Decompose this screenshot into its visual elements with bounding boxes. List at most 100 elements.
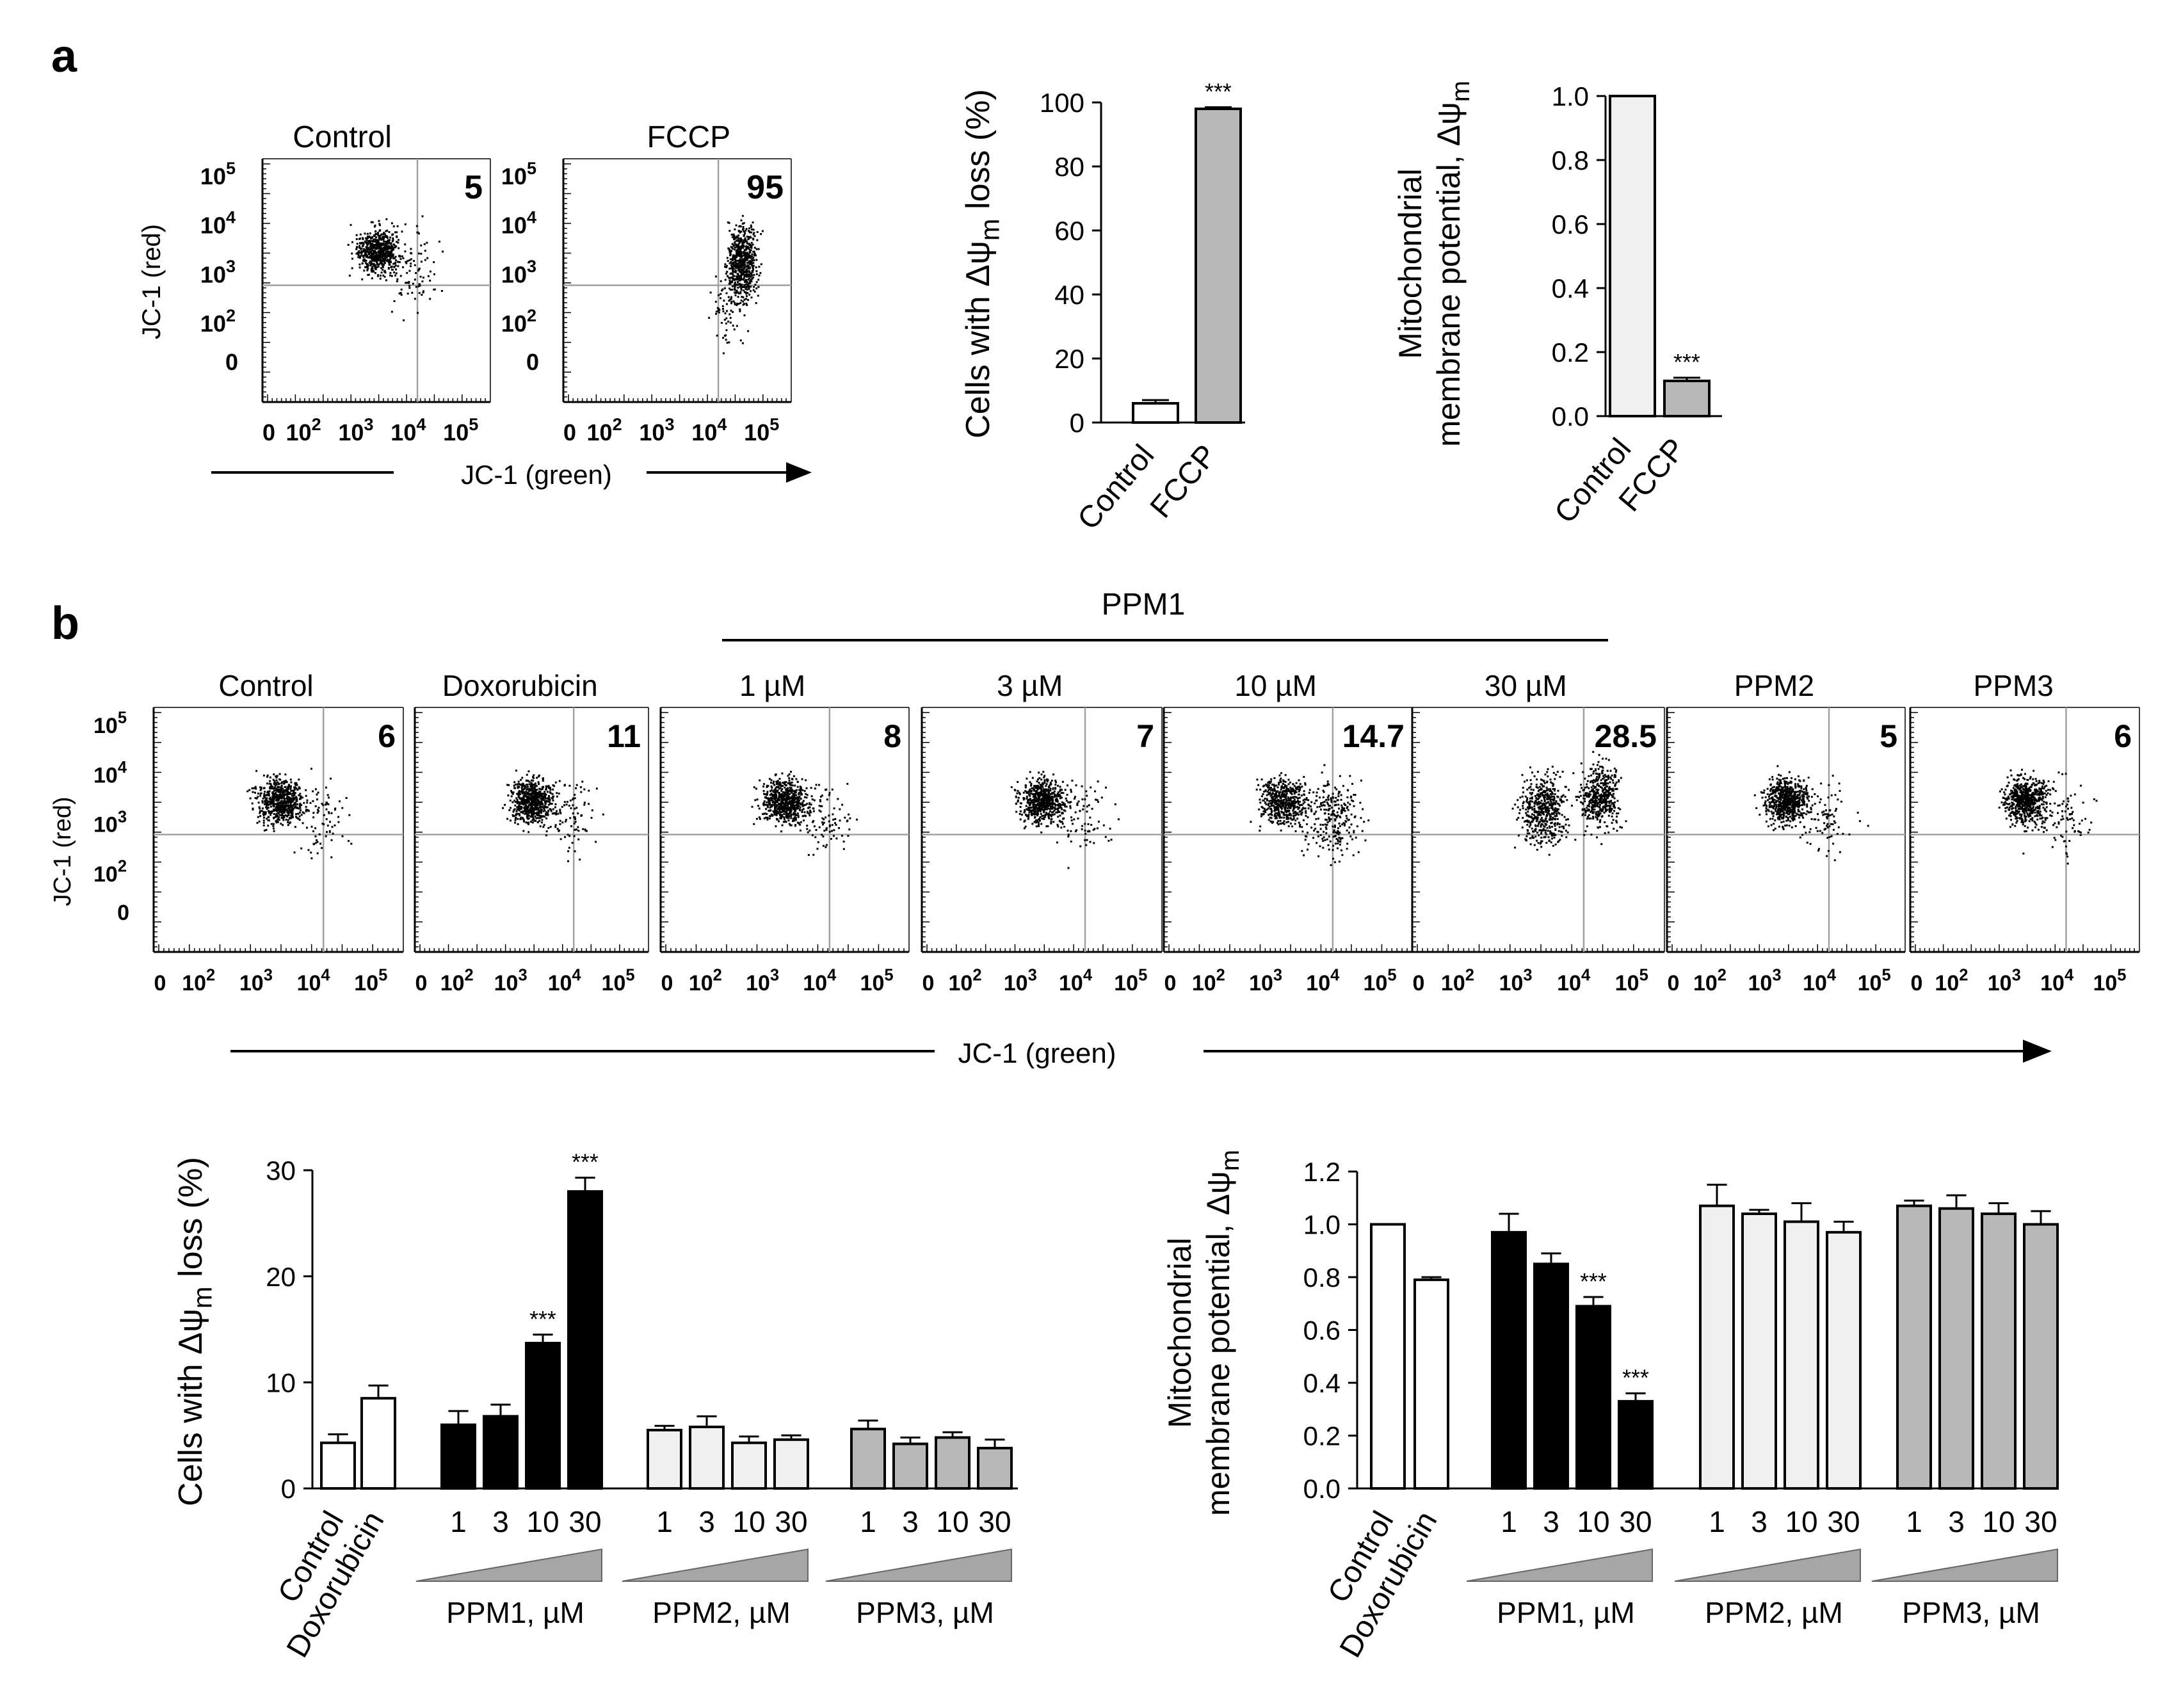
- flow-x-tick-label: 104: [1306, 967, 1340, 995]
- bar: [1981, 1213, 2017, 1490]
- flow-quadrant-value: 28.5: [1595, 718, 1657, 754]
- flow-title: PPM3: [1973, 669, 2053, 702]
- flow-title: 1 µM: [739, 669, 805, 702]
- flow-quadrant-value: 5: [464, 169, 483, 206]
- flow-x-tick-label: 0: [415, 971, 428, 995]
- concentration-label: 30: [568, 1505, 601, 1538]
- flow-x-tick-label: 104: [297, 967, 331, 995]
- y-tick-label: 0: [1070, 408, 1084, 438]
- flow-y-tick-label: 105: [501, 159, 536, 189]
- concentration-label: 3: [698, 1505, 715, 1538]
- bar: [773, 1438, 809, 1490]
- y-tick-label: 10: [266, 1367, 296, 1398]
- y-tick-label: 0.8: [1303, 1262, 1341, 1293]
- y-tick-label: 0.0: [1303, 1474, 1341, 1504]
- y-tick-label: 100: [1040, 88, 1084, 118]
- bar: [483, 1415, 519, 1490]
- concentration-label: 3: [902, 1505, 919, 1538]
- flow-quadrant-value: 14.7: [1342, 718, 1405, 754]
- significance-marker: ***: [1580, 1269, 1607, 1294]
- flow-title: 10 µM: [1234, 669, 1317, 702]
- flow-title: PPM2: [1734, 669, 1814, 702]
- significance-marker: ***: [1622, 1366, 1649, 1391]
- significance-marker: ***: [1205, 79, 1232, 105]
- significance-marker: ***: [1673, 350, 1700, 375]
- a-x-axis-label-green: JC-1 (green): [461, 460, 612, 490]
- bar: [1413, 1278, 1449, 1490]
- group-label: PPM1, µM: [1497, 1596, 1635, 1629]
- group-label: PPM3, µM: [1902, 1596, 2040, 1629]
- y-tick-label: 0.6: [1552, 209, 1589, 239]
- bar: [977, 1447, 1013, 1490]
- chart-a-loss: 0 20 40 60 80 100 ***: [1040, 79, 1245, 438]
- y-tick-label: 1.0: [1552, 81, 1589, 111]
- bar: [525, 1342, 561, 1490]
- chart-a-mmp: 0.0 0.2 0.4 0.6 0.8 1.0 ***: [1552, 81, 1722, 431]
- bar: [1533, 1262, 1569, 1490]
- bar: [1896, 1204, 1932, 1490]
- concentration-wedge: [1466, 1548, 1653, 1582]
- flow-x-tick-label: 0: [154, 971, 166, 995]
- flow-x-tick-label: 104: [391, 415, 426, 446]
- concentration-label: 3: [1543, 1505, 1559, 1538]
- y-tick-label: 60: [1054, 216, 1084, 246]
- y-tick-label: 0.2: [1552, 337, 1589, 367]
- bar: [935, 1436, 970, 1490]
- concentration-label: 30: [775, 1505, 807, 1538]
- bar: [1784, 1220, 1819, 1490]
- bar: [892, 1442, 928, 1490]
- concentration-label: 10: [1785, 1505, 1817, 1538]
- flow-events: [246, 768, 353, 860]
- y-tick-label: 30: [266, 1156, 296, 1186]
- flow-quadrant-value: 95: [746, 169, 784, 206]
- bar: [1195, 108, 1242, 424]
- y-tick-label: 1.0: [1303, 1210, 1341, 1240]
- b-mmp-y-label-line1: Mitochondrial: [1162, 1237, 1198, 1428]
- y-tick-label: 0.8: [1552, 145, 1589, 175]
- bar: [1826, 1230, 1862, 1490]
- concentration-label: 3: [1948, 1505, 1965, 1538]
- concentration-label: 1: [1906, 1505, 1922, 1538]
- concentration-label: 10: [936, 1505, 969, 1538]
- flow-title: 3 µM: [997, 669, 1063, 702]
- concentration-wedge: [415, 1548, 602, 1582]
- bar: [1663, 380, 1711, 417]
- concentration-label: 10: [1577, 1505, 1609, 1538]
- y-tick-label: 0.4: [1552, 273, 1589, 303]
- y-tick-label: 0.0: [1552, 401, 1589, 431]
- concentration-label: 3: [492, 1505, 509, 1538]
- flow-title: Control: [293, 120, 392, 154]
- flow-x-tick-label: 0: [1911, 971, 1923, 995]
- y-tick-label: 20: [1054, 344, 1084, 374]
- flow-x-tick-label: 102: [587, 415, 622, 446]
- group-label: PPM2, µM: [652, 1596, 791, 1629]
- y-tick-label: 0.4: [1303, 1368, 1341, 1398]
- a-mmp-y-label-line2: membrane potential, Δψm: [1431, 81, 1475, 447]
- concentration-label: 10: [1982, 1505, 2015, 1538]
- concentration-wedge: [1674, 1548, 1861, 1582]
- flow-quadrant-value: 6: [2114, 718, 2132, 754]
- y-tick-label: 0.6: [1303, 1316, 1341, 1346]
- flow-x-tick-label: 0: [1164, 971, 1177, 995]
- chart-b-loss: 0 10 20 30 *** ***: [266, 1150, 1018, 1504]
- flow-events: [347, 215, 444, 321]
- b-x-axis-arrowhead: [2023, 1040, 2052, 1063]
- flow-y-tick-label: 105: [200, 159, 236, 189]
- bar: [689, 1425, 725, 1490]
- concentration-label: 1: [1709, 1505, 1725, 1538]
- flow-title: Doxorubicin: [442, 669, 598, 702]
- group-label: PPM2, µM: [1705, 1596, 1843, 1629]
- bar: [320, 1441, 356, 1490]
- flow-x-tick-label: 105: [1615, 967, 1648, 995]
- flow-quadrant-value: 7: [1136, 718, 1154, 754]
- y-tick-label: 20: [266, 1262, 296, 1292]
- y-tick-label: 1.2: [1303, 1157, 1341, 1187]
- flow-title: 30 µM: [1485, 669, 1567, 702]
- bar: [850, 1428, 886, 1490]
- flow-quadrant-value: 6: [378, 718, 396, 754]
- flow-quadrant-value: 8: [883, 718, 901, 754]
- bar: [360, 1397, 396, 1490]
